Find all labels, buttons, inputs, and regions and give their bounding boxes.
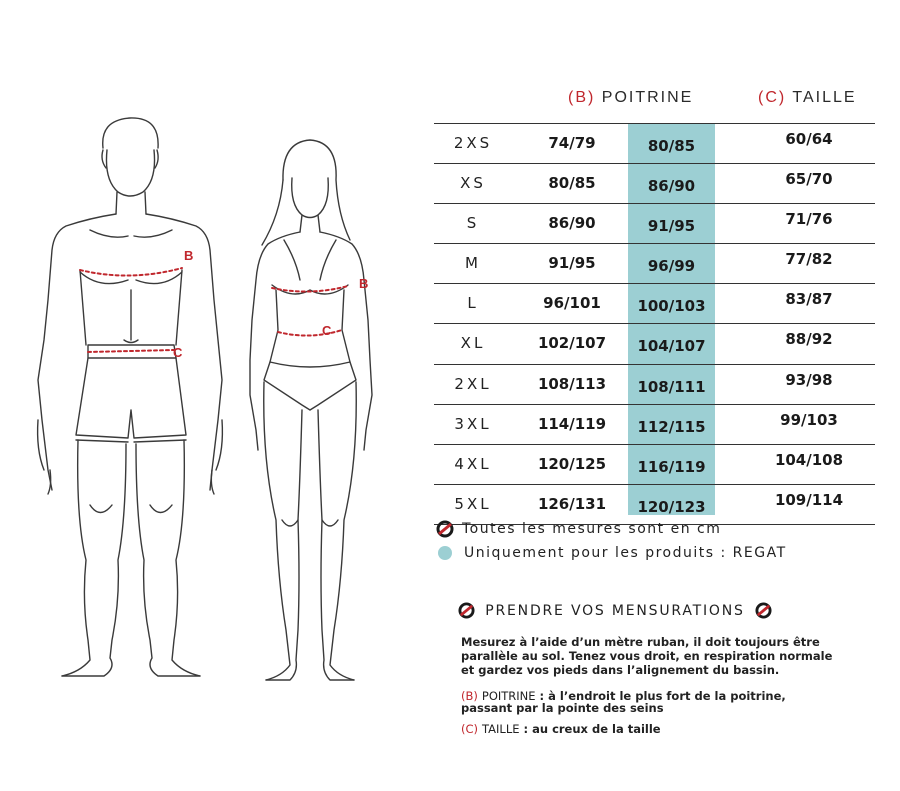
figure-label-c-female: C: [322, 323, 332, 338]
poitrine-regat-cell: 108/111: [637, 377, 706, 396]
size-cell: S: [466, 214, 480, 233]
poitrine-cell: 114/119: [537, 414, 607, 433]
size-cell: 4XL: [454, 454, 492, 473]
header-poitrine: (B) POITRINE: [568, 89, 693, 107]
header-c-letter: (C): [758, 89, 787, 106]
legend-regat: Uniquement pour les produits : REGAT: [436, 545, 787, 561]
size-table: 2XS 74/79 80/85 60/64 XS 80/85 86/90 65/70 S 86/9…: [434, 123, 875, 525]
body-figures: B C B C: [36, 117, 373, 681]
regat-highlight-column: [628, 124, 715, 515]
size-cell: 2XS: [453, 134, 493, 152]
poitrine-cell: 108/113: [537, 374, 607, 393]
taille-cell: 104/108: [774, 450, 844, 469]
table-row: S 86/90 91/95 71/76: [434, 203, 875, 243]
poitrine-regat-cell: 112/115: [637, 417, 706, 436]
header-b-label: POITRINE: [601, 89, 694, 106]
poitrine-regat-cell: 100/103: [637, 297, 706, 316]
poitrine-cell: 102/107: [537, 334, 607, 353]
brand-logo-icon: [458, 602, 475, 619]
poitrine-regat-cell: 91/95: [647, 217, 696, 236]
poitrine-cell: 120/125: [537, 454, 607, 473]
taille-label: TAILLE: [482, 722, 520, 736]
mensurations-title: PRENDRE VOS MENSURATIONS: [458, 602, 772, 619]
poitrine-regat-cell: 116/119: [637, 457, 706, 476]
taille-cell: 88/92: [785, 330, 833, 349]
highlight-swatch-icon: [438, 546, 452, 560]
poitrine-regat-cell: 96/99: [647, 257, 696, 276]
table-row: 2XL 108/113 108/111 93/98: [434, 363, 875, 404]
taille-cell: 71/76: [785, 210, 833, 229]
male-figure: [36, 117, 224, 677]
taille-letter: (C): [461, 722, 479, 736]
poitrine-regat-cell: 120/123: [637, 497, 706, 516]
taille-cell: 60/64: [785, 130, 833, 148]
table-row: XL 102/107 104/107 88/92: [434, 323, 875, 363]
size-cell: 5XL: [454, 494, 492, 513]
table-row: 2XS 74/79 80/85 60/64: [434, 123, 875, 163]
table-row: 5XL 126/131 120/123 109/114: [434, 483, 875, 525]
poitrine-regat-cell: 86/90: [647, 177, 696, 196]
legend-units: Toutes les mesures sont en cm: [436, 520, 721, 538]
poitrine-text-1: : à l’endroit le plus fort de la poitrin…: [535, 689, 786, 703]
size-cell: 2XL: [454, 374, 492, 393]
table-row: 3XL 114/119 112/115 99/103: [434, 403, 875, 444]
intro-line-1: Mesurez à l’aide d’un mètre ruban, il do…: [461, 635, 820, 649]
taille-cell: 109/114: [774, 490, 844, 509]
brand-logo-icon: [755, 602, 772, 619]
taille-cell: 93/98: [785, 370, 833, 389]
intro-line-3: et gardez vos pieds dans l’alignement du…: [461, 663, 780, 677]
poitrine-cell: 80/85: [548, 174, 596, 193]
brand-logo-icon: [436, 520, 454, 538]
poitrine-cell: 126/131: [537, 494, 607, 513]
female-figure: [249, 139, 373, 681]
size-cell: L: [467, 294, 479, 313]
figure-label-b: B: [184, 248, 193, 263]
table-row: L 96/101 100/103 83/87: [434, 283, 875, 323]
header-c-label: TAILLE: [792, 89, 857, 106]
taille-cell: 99/103: [780, 410, 838, 429]
mensurations-taille: (C) TAILLE : au creux de la taille: [461, 722, 661, 736]
table-row: XS 80/85 86/90 65/70: [434, 163, 875, 203]
figure-label-c: C: [173, 345, 183, 360]
poitrine-cell: 91/95: [548, 254, 596, 273]
size-cell: 3XL: [454, 414, 492, 433]
taille-cell: 77/82: [785, 250, 833, 269]
table-row: M 91/95 96/99 77/82: [434, 243, 875, 283]
mensurations-title-text: PRENDRE VOS MENSURATIONS: [485, 602, 745, 619]
size-cell: XS: [460, 174, 486, 193]
size-cell: M: [465, 254, 481, 273]
poitrine-label: POITRINE: [481, 689, 536, 703]
size-cell: XL: [460, 334, 486, 353]
poitrine-regat-cell: 104/107: [637, 337, 706, 356]
taille-cell: 83/87: [785, 290, 833, 309]
legend-regat-text: Uniquement pour les produits : REGAT: [464, 545, 787, 561]
header-b-letter: (B): [568, 89, 596, 106]
intro-line-2: parallèle au sol. Tenez vous droit, en r…: [461, 649, 833, 663]
taille-cell: 65/70: [785, 170, 833, 189]
poitrine-text-2: passant par la pointe des seins: [461, 701, 664, 715]
poitrine-regat-cell: 80/85: [647, 137, 696, 155]
header-taille: (C) TAILLE: [758, 89, 857, 107]
poitrine-cell: 86/90: [548, 214, 596, 233]
mensurations-poitrine: (B) POITRINE : à l’endroit le plus fort …: [461, 689, 786, 714]
table-row: 4XL 120/125 116/119 104/108: [434, 443, 875, 484]
legend-units-text: Toutes les mesures sont en cm: [462, 521, 722, 537]
poitrine-cell: 74/79: [548, 134, 596, 152]
poitrine-letter: (B): [461, 689, 478, 703]
taille-text: : au creux de la taille: [519, 722, 661, 736]
mensurations-intro: Mesurez à l’aide d’un mètre ruban, il do…: [461, 635, 832, 677]
figure-label-b-female: B: [359, 276, 368, 291]
poitrine-cell: 96/101: [543, 294, 601, 313]
